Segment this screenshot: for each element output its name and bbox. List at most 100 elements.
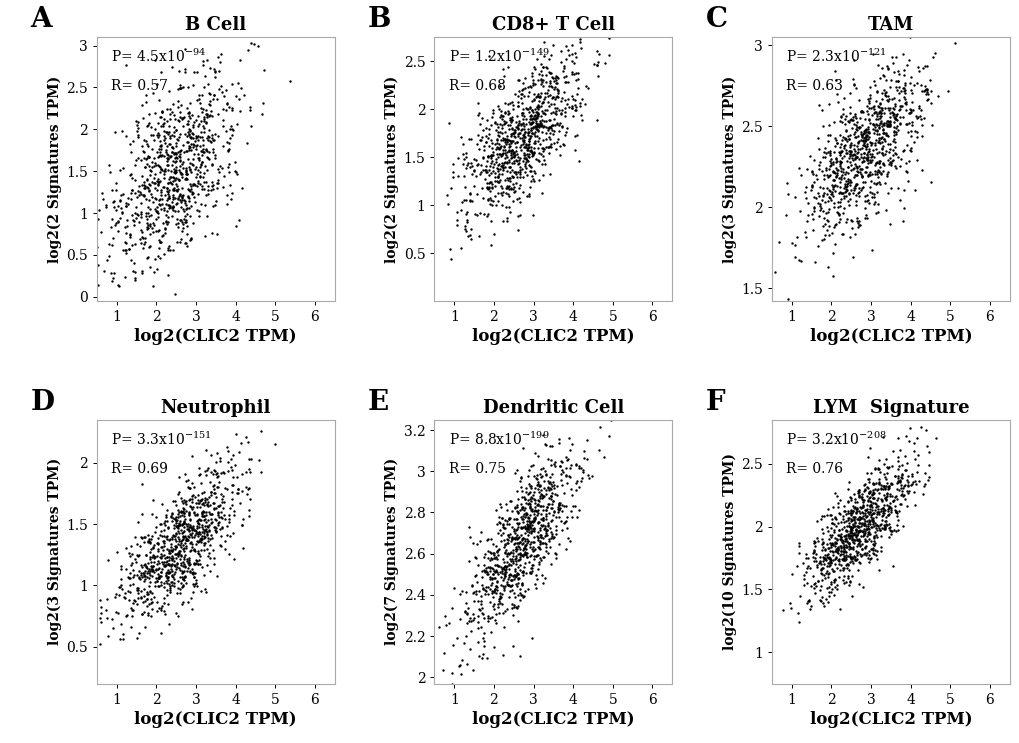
Point	[460, 602, 476, 614]
Point	[827, 156, 844, 168]
Point	[804, 168, 820, 180]
Point	[133, 561, 150, 573]
Point	[568, 459, 584, 471]
Point	[602, 415, 619, 426]
Point	[506, 185, 523, 197]
Point	[513, 107, 529, 119]
Point	[174, 495, 191, 507]
Point	[153, 552, 169, 564]
Point	[185, 571, 202, 583]
Point	[510, 151, 526, 163]
Point	[508, 193, 525, 205]
Point	[516, 129, 532, 140]
Point	[195, 120, 211, 132]
Point	[481, 185, 497, 197]
Point	[570, 461, 586, 473]
Point	[543, 502, 559, 514]
Point	[525, 470, 541, 482]
Point	[151, 143, 167, 155]
Point	[523, 495, 539, 507]
Point	[859, 158, 875, 169]
Point	[835, 564, 851, 576]
Point	[483, 533, 499, 545]
Point	[521, 501, 537, 513]
Point	[197, 230, 213, 241]
Point	[541, 147, 557, 159]
Point	[227, 220, 244, 232]
Point	[847, 123, 863, 134]
Point	[481, 177, 497, 189]
Point	[112, 189, 128, 201]
Point	[830, 210, 847, 221]
Point	[590, 444, 606, 456]
Point	[121, 551, 138, 562]
Point	[514, 83, 530, 95]
Point	[504, 538, 521, 550]
Point	[190, 528, 206, 539]
Point	[194, 90, 210, 102]
Point	[199, 109, 215, 121]
Point	[148, 564, 164, 576]
Point	[875, 468, 892, 480]
Point	[195, 59, 211, 71]
Point	[568, 67, 584, 79]
Point	[836, 132, 852, 144]
Point	[806, 577, 822, 589]
Point	[559, 93, 576, 105]
Point	[900, 117, 916, 129]
Point	[523, 503, 539, 515]
Point	[156, 549, 172, 561]
Point	[849, 487, 865, 499]
Point	[826, 536, 843, 548]
Point	[541, 499, 557, 510]
Point	[817, 560, 834, 572]
Point	[841, 548, 857, 560]
Point	[136, 531, 152, 543]
Point	[848, 513, 864, 525]
Point	[849, 136, 865, 148]
Point	[502, 574, 519, 585]
Point	[169, 184, 185, 195]
Point	[541, 522, 557, 534]
Point	[167, 198, 183, 210]
Point	[133, 178, 150, 190]
Point	[147, 213, 163, 225]
Point	[176, 216, 193, 228]
Point	[468, 170, 484, 182]
Point	[177, 237, 194, 249]
Point	[530, 100, 546, 112]
Point	[907, 478, 923, 490]
Point	[159, 574, 175, 586]
Point	[872, 541, 889, 553]
Point	[867, 519, 883, 531]
Point	[890, 461, 906, 473]
Point	[213, 86, 229, 98]
Point	[808, 173, 824, 185]
Point	[146, 172, 162, 184]
Point	[525, 512, 541, 524]
Point	[832, 545, 848, 557]
Point	[894, 490, 910, 502]
Point	[903, 120, 919, 132]
Point	[515, 510, 531, 522]
Point	[868, 146, 884, 158]
Point	[500, 513, 517, 525]
Point	[848, 147, 864, 159]
Point	[530, 91, 546, 103]
Point	[176, 146, 193, 158]
Point	[95, 193, 111, 205]
Point	[814, 536, 830, 548]
Point	[181, 537, 198, 549]
Point	[824, 184, 841, 195]
Point	[535, 482, 551, 494]
Point	[174, 543, 191, 555]
Point	[512, 650, 528, 662]
Point	[861, 515, 877, 527]
Point	[522, 132, 538, 143]
Point	[131, 233, 148, 245]
Point	[167, 566, 183, 578]
Point	[123, 254, 140, 266]
Point	[523, 525, 539, 537]
Point	[502, 559, 519, 571]
Point	[525, 550, 541, 562]
